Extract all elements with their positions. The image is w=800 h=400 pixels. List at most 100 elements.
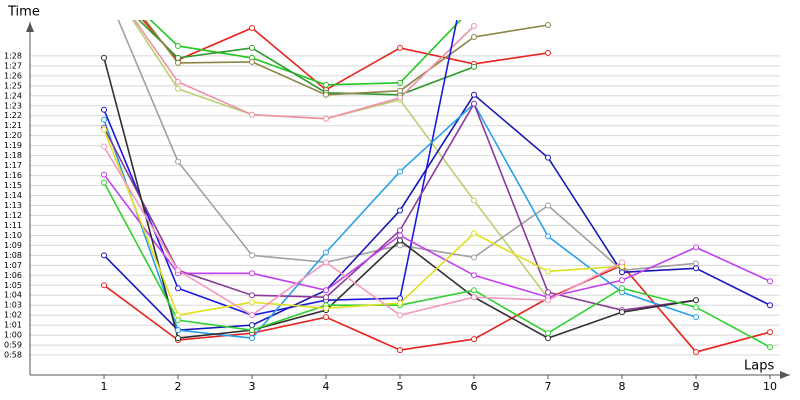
data-point — [249, 327, 256, 334]
y-tick-label: 1:28 — [4, 51, 22, 60]
x-tick-label: 1 — [101, 380, 108, 393]
data-point — [397, 237, 404, 244]
data-point — [693, 349, 700, 356]
data-point — [249, 292, 256, 299]
y-tick-label: 1:14 — [4, 191, 22, 200]
x-tick-label: 3 — [249, 380, 256, 393]
x-tick-label: 6 — [471, 380, 478, 393]
y-tick-label: 1:25 — [4, 81, 22, 90]
data-point — [101, 282, 108, 289]
data-point — [693, 265, 700, 272]
series-line — [149, 20, 462, 86]
data-point — [397, 87, 404, 94]
data-point — [545, 154, 552, 161]
y-tick-label: 1:27 — [4, 61, 22, 70]
x-tick-label: 5 — [397, 380, 404, 393]
grid — [30, 55, 780, 356]
y-tick-label: 1:26 — [4, 71, 22, 80]
data-point — [175, 59, 182, 66]
y-tick-label: 1:16 — [4, 171, 22, 180]
series-line — [103, 182, 771, 348]
y-axis-arrow — [26, 22, 34, 32]
data-point — [619, 285, 626, 292]
data-point — [397, 300, 404, 307]
y-tick-label: 1:09 — [4, 241, 22, 250]
series-line — [103, 93, 771, 331]
series-line — [144, 20, 549, 96]
data-point — [397, 44, 404, 51]
data-point — [767, 329, 774, 336]
data-point — [471, 91, 478, 98]
x-axis-title: Laps — [744, 359, 774, 374]
data-point — [323, 305, 330, 312]
data-point — [249, 111, 256, 118]
data-point — [397, 79, 404, 86]
data-point — [767, 302, 774, 309]
y-tick-label: 1:10 — [4, 231, 22, 240]
data-point — [397, 347, 404, 354]
y-tick-label: 1:21 — [4, 121, 22, 130]
data-point — [101, 54, 108, 61]
data-point — [323, 91, 330, 98]
data-point — [397, 207, 404, 214]
data-point — [249, 322, 256, 329]
data-point — [471, 272, 478, 279]
y-tick-label: 1:00 — [4, 331, 22, 340]
data-point — [249, 24, 256, 31]
data-point — [471, 336, 478, 343]
data-point — [175, 42, 182, 49]
plot-area — [101, 20, 774, 356]
data-point — [471, 22, 478, 29]
data-point — [175, 285, 182, 292]
data-point — [175, 267, 182, 274]
data-point — [471, 33, 478, 40]
series-line — [103, 174, 771, 299]
data-point — [323, 294, 330, 301]
y-tick-label: 1:24 — [4, 91, 22, 100]
x-tick-label: 8 — [619, 380, 626, 393]
y-tick-label: 0:58 — [4, 351, 22, 360]
y-tick-label: 1:05 — [4, 281, 22, 290]
data-point — [323, 115, 330, 122]
data-point — [545, 49, 552, 56]
x-axis-arrow — [780, 371, 790, 379]
data-point — [101, 116, 108, 123]
series-line — [133, 20, 475, 120]
data-point — [693, 297, 700, 304]
y-tick-label: 1:18 — [4, 151, 22, 160]
data-point — [545, 22, 552, 28]
y-tick-label: 1:19 — [4, 141, 22, 150]
data-point — [175, 335, 182, 342]
data-point — [471, 100, 478, 107]
y-tick-label: 1:06 — [4, 271, 22, 280]
data-point — [397, 295, 404, 302]
y-axis-title: Time — [7, 5, 40, 20]
data-point — [397, 168, 404, 175]
data-point — [471, 254, 478, 261]
data-point — [471, 63, 478, 70]
data-point — [249, 312, 256, 319]
data-point — [545, 297, 552, 304]
x-tick-label: 2 — [175, 380, 182, 393]
data-point — [101, 126, 108, 133]
data-point — [397, 312, 404, 319]
data-point — [471, 287, 478, 294]
y-tick-label: 1:23 — [4, 101, 22, 110]
data-point — [545, 335, 552, 342]
x-tick-label: 9 — [693, 380, 700, 393]
y-tick-label: 0:59 — [4, 341, 22, 350]
y-tick-label: 1:20 — [4, 131, 22, 140]
data-point — [101, 179, 108, 186]
data-point — [175, 85, 182, 92]
data-point — [693, 260, 700, 267]
data-point — [471, 230, 478, 237]
data-point — [619, 259, 626, 266]
data-point — [397, 242, 404, 249]
data-point — [397, 227, 404, 234]
data-point — [249, 299, 256, 306]
series-line — [103, 264, 771, 353]
data-point — [175, 54, 182, 61]
data-point — [323, 249, 330, 256]
data-point — [101, 252, 108, 259]
